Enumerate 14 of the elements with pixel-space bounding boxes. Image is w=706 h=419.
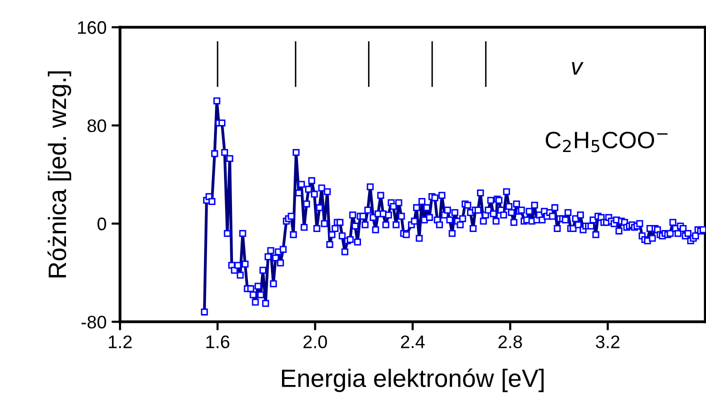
y-tick-label: 160	[78, 21, 106, 34]
annotation: C$_{2}$H$_{5}$COO$^{−}$	[546, 132, 668, 152]
y-tick-label: 80	[88, 119, 106, 132]
x-axis-title: Energia elektronów [eV]	[282, 368, 544, 392]
annotation: v	[572, 62, 584, 75]
y-tick-label: 0	[97, 218, 106, 230]
x-tick-label: 3.2	[596, 335, 620, 348]
y-tick-label: -80	[82, 316, 106, 329]
x-tick-label: 2.8	[498, 335, 522, 348]
x-tick-label: 2.4	[401, 335, 425, 348]
y-axis-title: Różnica [jed. wzg.]	[48, 71, 72, 278]
x-tick-label: 2.0	[303, 335, 327, 348]
x-tick-label: 1.6	[206, 335, 230, 348]
x-tick-label: 1.2	[108, 335, 132, 348]
